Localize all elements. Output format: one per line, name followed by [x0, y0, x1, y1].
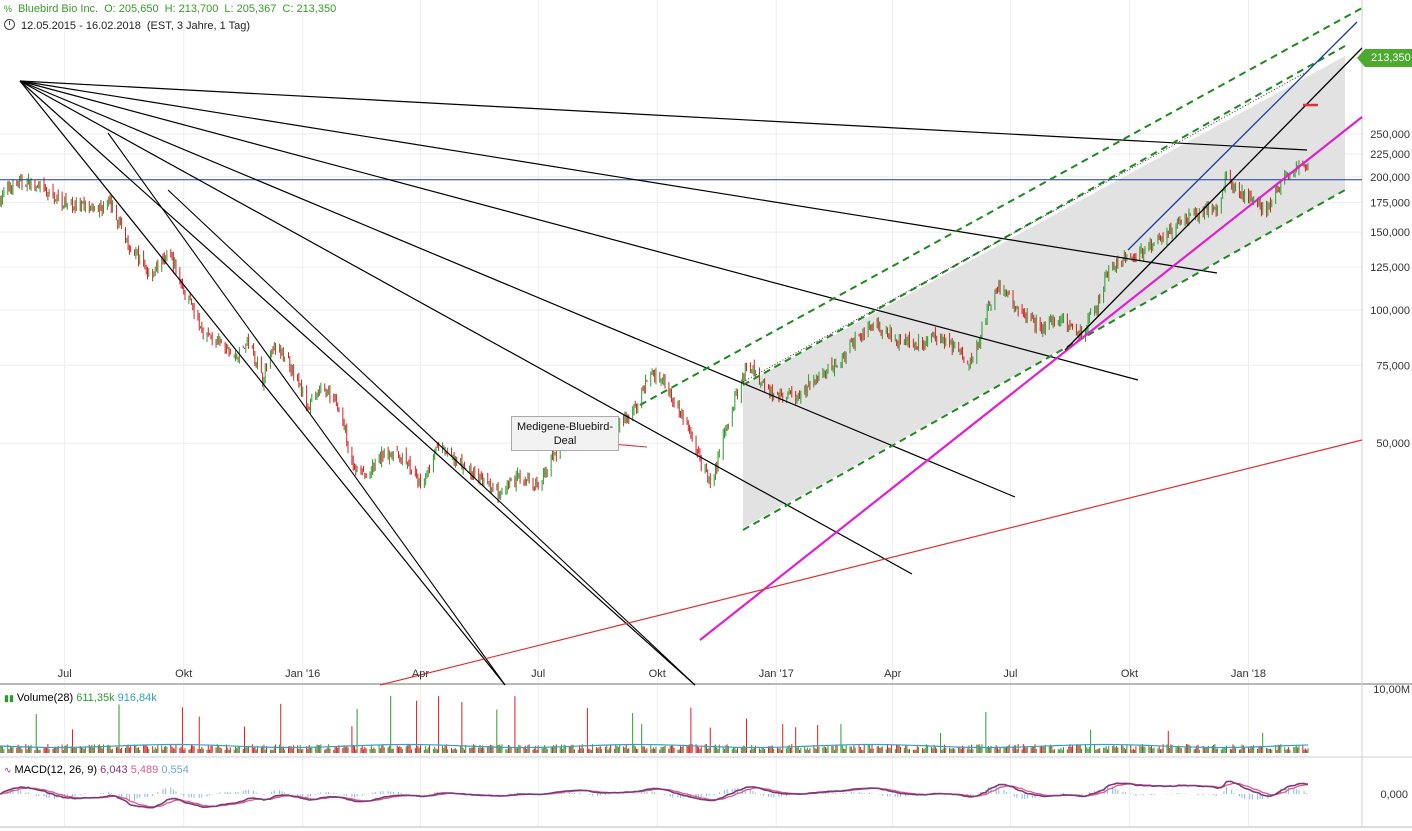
channel-lower-line [742, 189, 1346, 531]
trend-channel-fill [743, 56, 1345, 528]
chart-header: % Bluebird Bio Inc. O: 205,650 H: 213,700 L:… [4, 3, 342, 15]
steep-trendline [1064, 47, 1363, 351]
line-chart-icon[interactable]: ∿ [4, 765, 12, 775]
clock-icon[interactable] [4, 19, 15, 30]
macd-value-1: 6,043 [100, 764, 128, 776]
percent-icon[interactable]: % [4, 4, 13, 14]
fan-trendline [19, 80, 696, 686]
fan-trendline [19, 80, 913, 575]
annotation-line1: Medigene-Bluebird- [517, 421, 613, 433]
volume-label: Volume(28) [16, 692, 74, 704]
volume-value-1: 611,35k [76, 692, 115, 704]
close-value: C: 213,350 [282, 3, 337, 15]
x-tick-label: Jul [531, 668, 545, 680]
open-value: O: 205,650 [104, 3, 159, 15]
macd-panel [0, 780, 1309, 809]
x-tick-label: Jan '16 [285, 668, 320, 680]
macd-line [0, 780, 1309, 809]
volume-header: ▮▮ Volume(28) 611,35k 916,84k [4, 692, 157, 704]
range-info: (EST, 3 Jahre, 1 Tag) [146, 20, 251, 32]
y-tick-label: 200,000 [1370, 172, 1410, 184]
long-term-trendline [379, 439, 1363, 686]
x-tick-label: Apr [884, 668, 901, 680]
support-trendline [699, 116, 1363, 641]
chart-annotation[interactable]: Medigene-Bluebird- Deal [511, 416, 619, 451]
macd-axis-label: 0,000 [1380, 789, 1408, 801]
fan-trendline [19, 80, 1016, 498]
macd-header: ∿ MACD(12, 26, 9) 6,043 5,489 0,554 [4, 764, 189, 776]
chart-drawings [0, 7, 1363, 686]
macd-signal-line [0, 782, 1309, 808]
y-tick-label: 75,000 [1376, 360, 1410, 372]
fan-trendline [107, 132, 506, 686]
volume-average-line [0, 743, 1309, 749]
time-axis: Jul Okt Jan '16 Apr Jul Okt Jan '17 Apr Jul Okt Ja… [58, 668, 1266, 680]
volume-value-2: 916,84k [117, 692, 157, 704]
x-tick-label: Apr [412, 668, 429, 680]
bar-chart-icon[interactable]: ▮▮ [4, 693, 14, 703]
volume-axis-label: 10,00M [1373, 684, 1410, 696]
x-tick-label: Okt [1121, 668, 1138, 680]
y-tick-label: 150,000 [1370, 227, 1410, 239]
x-tick-label: Okt [175, 668, 192, 680]
y-tick-label: 250,000 [1370, 129, 1410, 141]
y-tick-label: 50,000 [1376, 438, 1410, 450]
short-term-trendline [1127, 21, 1358, 251]
fan-trendline [19, 80, 1218, 274]
instrument-name: Bluebird Bio Inc. [18, 3, 99, 15]
y-tick-label: 125,000 [1370, 262, 1410, 274]
fan-trendline [19, 80, 1308, 151]
fan-trendline [19, 80, 1139, 381]
macd-value-3: 0,554 [161, 764, 189, 776]
x-tick-label: Jan '18 [1231, 668, 1266, 680]
fan-trendline [19, 80, 506, 686]
channel-upper-line [639, 7, 1363, 406]
x-tick-label: Jul [58, 668, 72, 680]
fan-trendline [167, 189, 696, 686]
last-price-tag: 213,350 [1357, 49, 1412, 67]
x-tick-label: Jul [1003, 668, 1017, 680]
macd-label: MACD(12, 26, 9) [14, 764, 98, 776]
high-value: H: 213,700 [164, 3, 219, 15]
volume-bars [0, 695, 1309, 753]
macd-value-2: 5,489 [130, 764, 159, 776]
y-tick-label: 175,000 [1370, 197, 1410, 209]
price-axis: 250,000 225,000 200,000 175,000 150,000 125,0… [1370, 129, 1410, 801]
low-value: L: 205,367 [224, 3, 277, 15]
date-range: 12.05.2015 - 16.02.2018 [21, 20, 141, 32]
y-tick-label: 225,000 [1370, 149, 1410, 161]
x-tick-label: Okt [649, 668, 666, 680]
annotation-line2: Deal [553, 435, 577, 447]
chart-range-row: 12.05.2015 - 16.02.2018 (EST, 3 Jahre, 1 … [4, 19, 256, 32]
x-tick-label: Jan '17 [759, 668, 794, 680]
y-tick-label: 100,000 [1370, 305, 1410, 317]
